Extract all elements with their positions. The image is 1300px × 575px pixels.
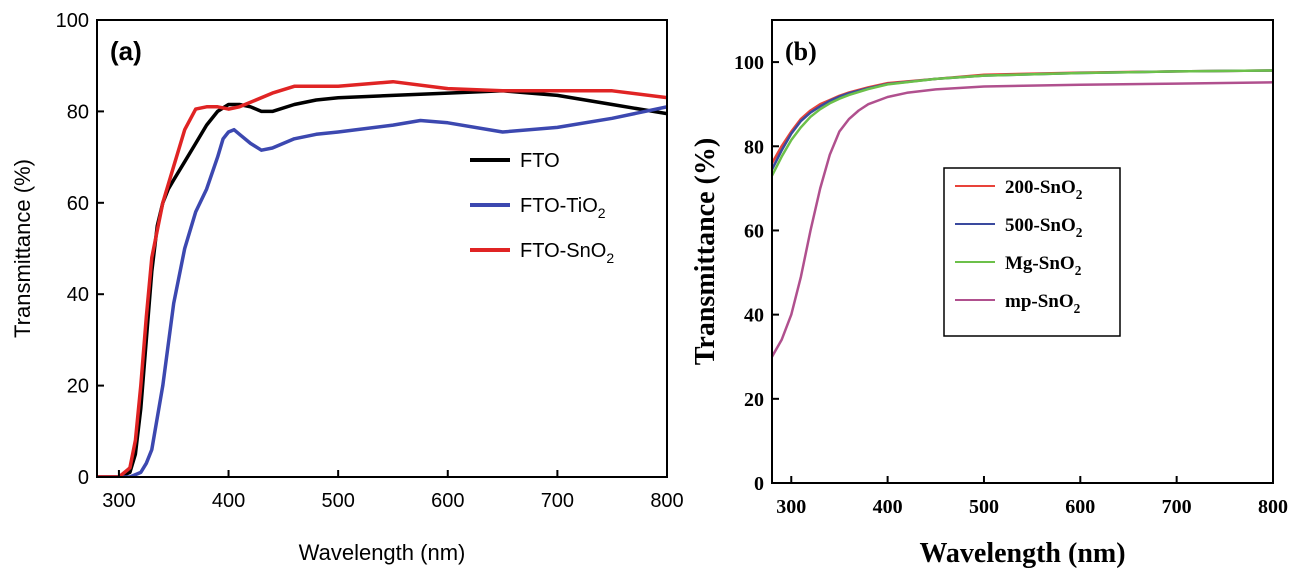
y-tick-label: 40 <box>67 284 89 306</box>
panel-a-plot-frame <box>96 19 668 478</box>
panel-b-plot-frame <box>771 19 1274 484</box>
y-tick-label: 80 <box>67 101 89 123</box>
panel-a-series <box>97 79 667 477</box>
legend-entry-label: 200-SnO2 <box>1005 177 1083 202</box>
panel-a-x-axis-label: Wavelength (nm) <box>299 540 466 565</box>
legend-entry-label: Mg-SnO2 <box>1005 253 1082 278</box>
x-tick-label: 400 <box>212 490 245 512</box>
panel-b-legend: 200-SnO2 500-SnO2 Mg-SnO2 mp-SnO2 <box>943 167 1121 337</box>
x-tick-label: 700 <box>541 490 574 512</box>
series-line-fto-tio2 <box>97 105 667 477</box>
legend-entry-label: FTO-TiO2 <box>520 195 606 221</box>
y-tick-label: 80 <box>744 136 764 158</box>
x-tick-label: 800 <box>650 490 683 512</box>
x-tick-label: 500 <box>969 496 999 518</box>
panel-b-label: (b) <box>785 37 817 66</box>
y-tick-label: 100 <box>56 10 89 32</box>
series-line-fto-sno2 <box>97 79 667 477</box>
y-tick-label: 0 <box>78 467 89 489</box>
y-tick-label: 40 <box>744 305 764 327</box>
x-tick-label: 300 <box>102 490 135 512</box>
y-tick-label: 60 <box>67 193 89 215</box>
legend-entry-label: 500-SnO2 <box>1005 215 1083 240</box>
y-tick-label: 20 <box>67 376 89 398</box>
legend-box <box>943 167 1121 337</box>
y-tick-label: 0 <box>754 473 764 495</box>
y-tick-label: 20 <box>744 389 764 411</box>
panel-a-label: (a) <box>110 36 142 66</box>
series-line-fto <box>97 89 667 477</box>
panel-a-legend: FTO FTO-TiO2 FTO-SnO2 <box>470 150 614 266</box>
panel-a-chart: 300 400 500 600 700 800 0 20 40 60 80 100 (a) Wavel… <box>10 10 684 565</box>
x-tick-label: 800 <box>1258 496 1288 518</box>
y-tick-label: 100 <box>734 52 764 74</box>
panel-a-ticks: 300 400 500 600 700 800 0 20 40 60 80 100 <box>56 10 684 512</box>
series-line-mp-sno2 <box>772 81 1273 358</box>
x-tick-label: 700 <box>1162 496 1192 518</box>
panel-b-chart: 300 400 500 600 700 800 0 20 40 60 80 100 (b) Wavel… <box>690 19 1288 569</box>
x-tick-label: 400 <box>873 496 903 518</box>
x-tick-label: 600 <box>1065 496 1095 518</box>
x-tick-label: 500 <box>321 490 354 512</box>
x-tick-label: 600 <box>431 490 464 512</box>
panel-a-y-axis-label: Transmittance (%) <box>10 159 35 338</box>
y-tick-label: 60 <box>744 220 764 242</box>
panel-b-x-axis-label: Wavelength (nm) <box>919 538 1125 569</box>
panel-b-series <box>772 69 1273 358</box>
series-line-mg-sno2 <box>772 69 1273 177</box>
legend-entry-label: mp-SnO2 <box>1005 291 1081 316</box>
panel-b-ticks: 300 400 500 600 700 800 0 20 40 60 80 100 <box>734 52 1288 518</box>
x-tick-label: 300 <box>776 496 806 518</box>
legend-entry-label: FTO <box>520 150 560 172</box>
panel-b-y-axis-label: Transmittance (%) <box>690 138 721 365</box>
legend-entry-label: FTO-SnO2 <box>520 240 614 266</box>
